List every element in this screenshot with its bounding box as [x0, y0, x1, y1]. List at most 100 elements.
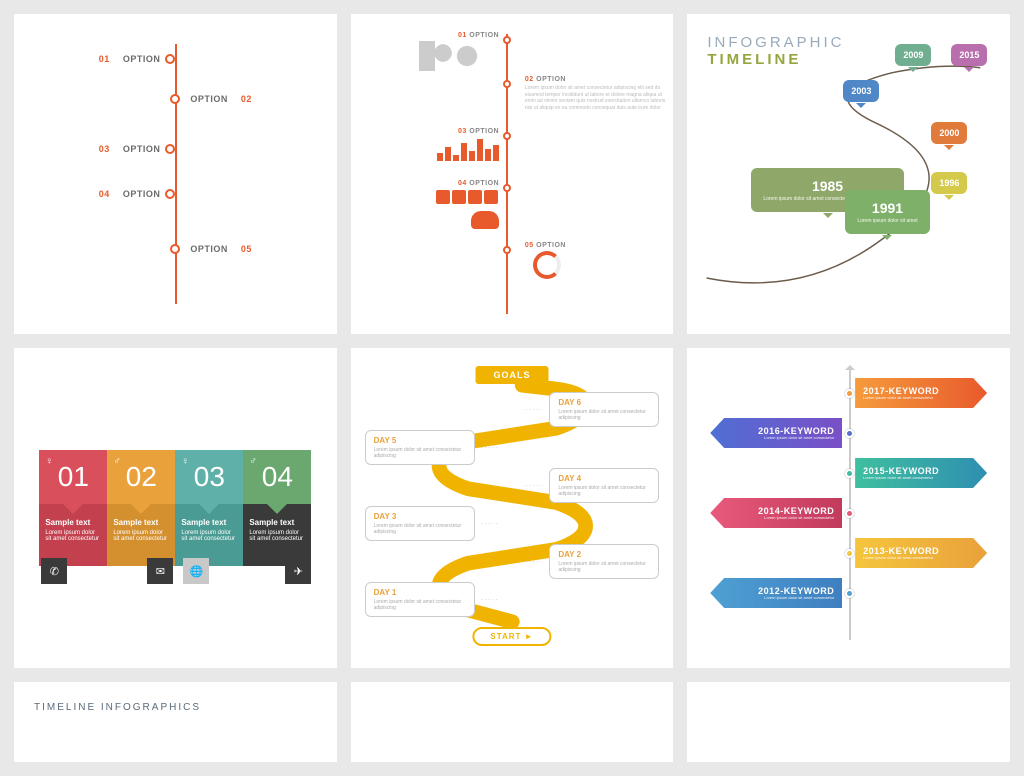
keyword-arrow: 2016-KEYWORDLorem ipsum dolor sit amet c… — [710, 418, 842, 448]
timeline-option: OPTION 05 — [175, 244, 256, 254]
step-text: Lorem ipsum dolor sit amet consectetur — [113, 530, 169, 542]
year-bubble: 2009 — [895, 44, 931, 66]
card-curved-timeline: INFOGRAPHIC TIMELINE 2009201520032000199… — [687, 14, 1010, 334]
day-box: DAY 2Lorem ipsum dolor sit amet consecte… — [549, 544, 659, 579]
year-bubble: 2000 — [931, 122, 967, 144]
person-icon: ♀ — [45, 456, 53, 467]
day-row: ····· DAY 6Lorem ipsum dolor sit amet con… — [525, 392, 659, 427]
device-icon — [436, 190, 450, 204]
arrow-subtext: Lorem ipsum dolor sit amet consectetur — [863, 396, 977, 400]
day-row: DAY 1 Lorem ipsum dolor sit amet consecte… — [365, 582, 499, 617]
device-icon — [452, 190, 466, 204]
connector-dots: ····· — [481, 519, 499, 528]
timeline-entry: 02 OPTIONLorem ipsum dolor sit amet cons… — [525, 76, 667, 111]
day-text: Lorem ipsum dolor sit amet consectetur a… — [558, 409, 650, 421]
timeline-entry: 03 OPTION — [357, 128, 499, 161]
day-label: DAY 3 — [374, 512, 466, 521]
node-dot — [503, 80, 511, 88]
world-map-icon — [419, 41, 499, 71]
timeline-entry: 01 OPTION — [357, 32, 499, 71]
day-box: DAY 1 Lorem ipsum dolor sit amet consecte… — [365, 582, 475, 617]
axis-dot — [845, 389, 854, 398]
connector-dots: ····· — [525, 481, 543, 490]
year-bubble: 1996 — [931, 172, 967, 194]
option-label: OPTION 02 — [190, 94, 256, 104]
arrow-subtext: Lorem ipsum dolor sit amet consectetur — [728, 436, 834, 440]
step-title: Sample text — [45, 518, 101, 527]
arrow-subtext: Lorem ipsum dolor sit amet consectetur — [728, 516, 834, 520]
card-peek-3 — [687, 682, 1010, 762]
day-text: Lorem ipsum dolor sit amet consectetur a… — [374, 447, 466, 459]
card-peek-2 — [351, 682, 674, 762]
year-label: 2000 — [939, 128, 959, 138]
bubble-subtext: Lorem ipsum dolor sit amet — [857, 218, 917, 224]
axis-dot — [845, 589, 854, 598]
ribbon-step: ♂ 02 Sample text Lorem ipsum dolor sit amet… — [107, 450, 175, 566]
ribbon-step: ♀ 01 Sample text Lorem ipsum dolor sit amet… — [39, 450, 107, 566]
day-row: DAY 3 Lorem ipsum dolor sit amet consecte… — [365, 506, 499, 541]
keyword-arrow: 2012-KEYWORDLorem ipsum dolor sit amet c… — [710, 578, 842, 608]
node-dot — [503, 246, 511, 254]
card-serpentine-days: GOALS ·····DAY 6Lorem ipsum dolor sit am… — [351, 348, 674, 668]
option-label: 01 OPTION — [95, 54, 161, 64]
step-text: Lorem ipsum dolor sit amet consectetur — [45, 530, 101, 542]
arrow-subtext: Lorem ipsum dolor sit amet consectetur — [863, 476, 977, 480]
flag-icon: ✆ — [41, 558, 67, 584]
node-dot — [165, 144, 175, 154]
day-box: DAY 6Lorem ipsum dolor sit amet consecte… — [549, 392, 659, 427]
step-text: Lorem ipsum dolor sit amet consectetur — [181, 530, 237, 542]
ribbon-step: ♀03 Sample text Lorem ipsum dolor sit amet… — [175, 450, 243, 566]
timeline-axis — [175, 44, 177, 304]
node-dot — [503, 132, 511, 140]
person-icon: ♂ — [113, 456, 121, 467]
card-detailed-timeline: 01 OPTION 02 OPTIONLorem ipsum dolor sit … — [351, 14, 674, 334]
node-dot — [170, 244, 180, 254]
timeline-option: 04 OPTION — [95, 189, 176, 199]
card-simple-timeline: 01 OPTION OPTION 02 03 OPTION 04 OPTION OPTI… — [14, 14, 337, 334]
step-title: Sample text — [113, 518, 169, 527]
node-dot — [165, 54, 175, 64]
keyword-arrow: 2013-KEYWORDLorem ipsum dolor sit amet c… — [855, 538, 987, 568]
year-label: 1996 — [939, 178, 959, 188]
step-header: ♀03 — [175, 450, 243, 504]
person-icon: ♂ — [249, 456, 257, 467]
step-number: 02 — [126, 461, 157, 493]
day-box: DAY 5 Lorem ipsum dolor sit amet consecte… — [365, 430, 475, 465]
node-dot — [503, 184, 511, 192]
flag-icon: 🌐 — [183, 558, 209, 584]
option-label: 04 OPTION — [357, 180, 499, 187]
day-text: Lorem ipsum dolor sit amet consectetur a… — [374, 523, 466, 535]
person-icon: ♀ — [181, 456, 189, 467]
step-number: 04 — [262, 461, 293, 493]
connector-dots: ····· — [525, 405, 543, 414]
day-label: DAY 2 — [558, 550, 650, 559]
connector-dots: ····· — [525, 557, 543, 566]
option-label: 03 OPTION — [95, 144, 161, 154]
card-keyword-arrows: 2017-KEYWORDLorem ipsum dolor sit amet c… — [687, 348, 1010, 668]
arrow-subtext: Lorem ipsum dolor sit amet consectetur — [728, 596, 834, 600]
year-label: 2003 — [851, 86, 871, 96]
step-text: Lorem ipsum dolor sit amet consectetur — [249, 530, 305, 542]
day-label: DAY 1 — [374, 588, 466, 597]
day-label: DAY 5 — [374, 436, 466, 445]
year-bubble: 1991Lorem ipsum dolor sit amet — [845, 190, 929, 234]
device-icon — [468, 190, 482, 204]
day-row: ····· DAY 4Lorem ipsum dolor sit amet con… — [525, 468, 659, 503]
step-number: 01 — [58, 461, 89, 493]
axis-dot — [845, 469, 854, 478]
timeline-axis — [849, 366, 851, 640]
day-text: Lorem ipsum dolor sit amet consectetur a… — [374, 599, 466, 611]
option-label: 01 OPTION — [357, 32, 499, 39]
node-dot — [503, 36, 511, 44]
device-icon — [484, 190, 498, 204]
flag-icon: ✉ — [147, 558, 173, 584]
day-box: DAY 4Lorem ipsum dolor sit amet consecte… — [549, 468, 659, 503]
keyword-arrow: 2017-KEYWORDLorem ipsum dolor sit amet c… — [855, 378, 987, 408]
step-title: Sample text — [181, 518, 237, 527]
panel-title: TIMELINE INFOGRAPHICS — [34, 702, 201, 713]
day-row: ····· DAY 2Lorem ipsum dolor sit amet con… — [525, 544, 659, 579]
card-ribbon-steps: ♀ 01 Sample text Lorem ipsum dolor sit amet… — [14, 348, 337, 668]
timeline-option: 03 OPTION — [95, 144, 176, 154]
start-badge: START ► — [472, 627, 551, 646]
option-label: 03 OPTION — [357, 128, 499, 135]
